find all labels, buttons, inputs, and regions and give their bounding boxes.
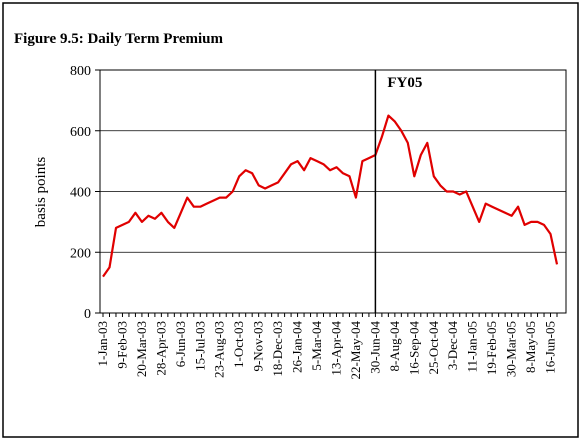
x-tick-label: 30-Mar-05 bbox=[504, 321, 519, 377]
x-tick-label: 20-Mar-03 bbox=[134, 321, 149, 377]
x-tick-label: 6-Jun-03 bbox=[173, 321, 188, 367]
x-tick-label: 1-Jan-03 bbox=[95, 321, 110, 367]
x-tick-label: 9-Feb-03 bbox=[114, 321, 129, 369]
x-tick-label: 25-Oct-04 bbox=[426, 321, 441, 375]
x-tick-label: 5-Mar-04 bbox=[309, 321, 324, 371]
x-tick-label: 19-Feb-05 bbox=[484, 321, 499, 375]
x-tick-label: 11-Jan-05 bbox=[465, 321, 480, 373]
x-tick-label: 1-Oct-03 bbox=[231, 321, 246, 368]
x-tick-label: 16-Sep-04 bbox=[406, 321, 421, 376]
x-tick-label: 26-Jan-04 bbox=[290, 321, 305, 373]
x-tick-label: 13-Apr-04 bbox=[328, 321, 343, 376]
y-tick-label: 800 bbox=[70, 64, 91, 79]
x-tick-label: 8-Aug-04 bbox=[387, 321, 402, 372]
y-tick-label: 200 bbox=[70, 246, 91, 261]
line-series bbox=[102, 114, 559, 278]
x-tick-label: 30-Jun-04 bbox=[367, 321, 382, 374]
x-tick-label: 23-Aug-03 bbox=[212, 321, 227, 378]
annotation: FY05 bbox=[387, 75, 422, 91]
x-tick-label: 28-Apr-03 bbox=[153, 321, 168, 376]
y-tick-label: 600 bbox=[70, 125, 91, 140]
chart-title: Figure 9.5: Daily Term Premium bbox=[14, 31, 224, 47]
x-tick-label: 9-Nov-03 bbox=[251, 321, 266, 372]
x-tick-label: 15-Jul-03 bbox=[192, 321, 207, 371]
x-tick-label: 22-May-04 bbox=[348, 321, 363, 380]
x-tick-label: 18-Dec-03 bbox=[270, 321, 285, 377]
x-tick-label: 8-May-05 bbox=[523, 321, 538, 373]
x-tick-label: 16-Jun-05 bbox=[543, 321, 558, 374]
y-tick-label: 400 bbox=[70, 186, 91, 201]
y-tick-label: 0 bbox=[84, 307, 91, 322]
y-axis-label: basis points bbox=[33, 157, 49, 228]
x-tick-label: 3-Dec-04 bbox=[445, 321, 460, 371]
